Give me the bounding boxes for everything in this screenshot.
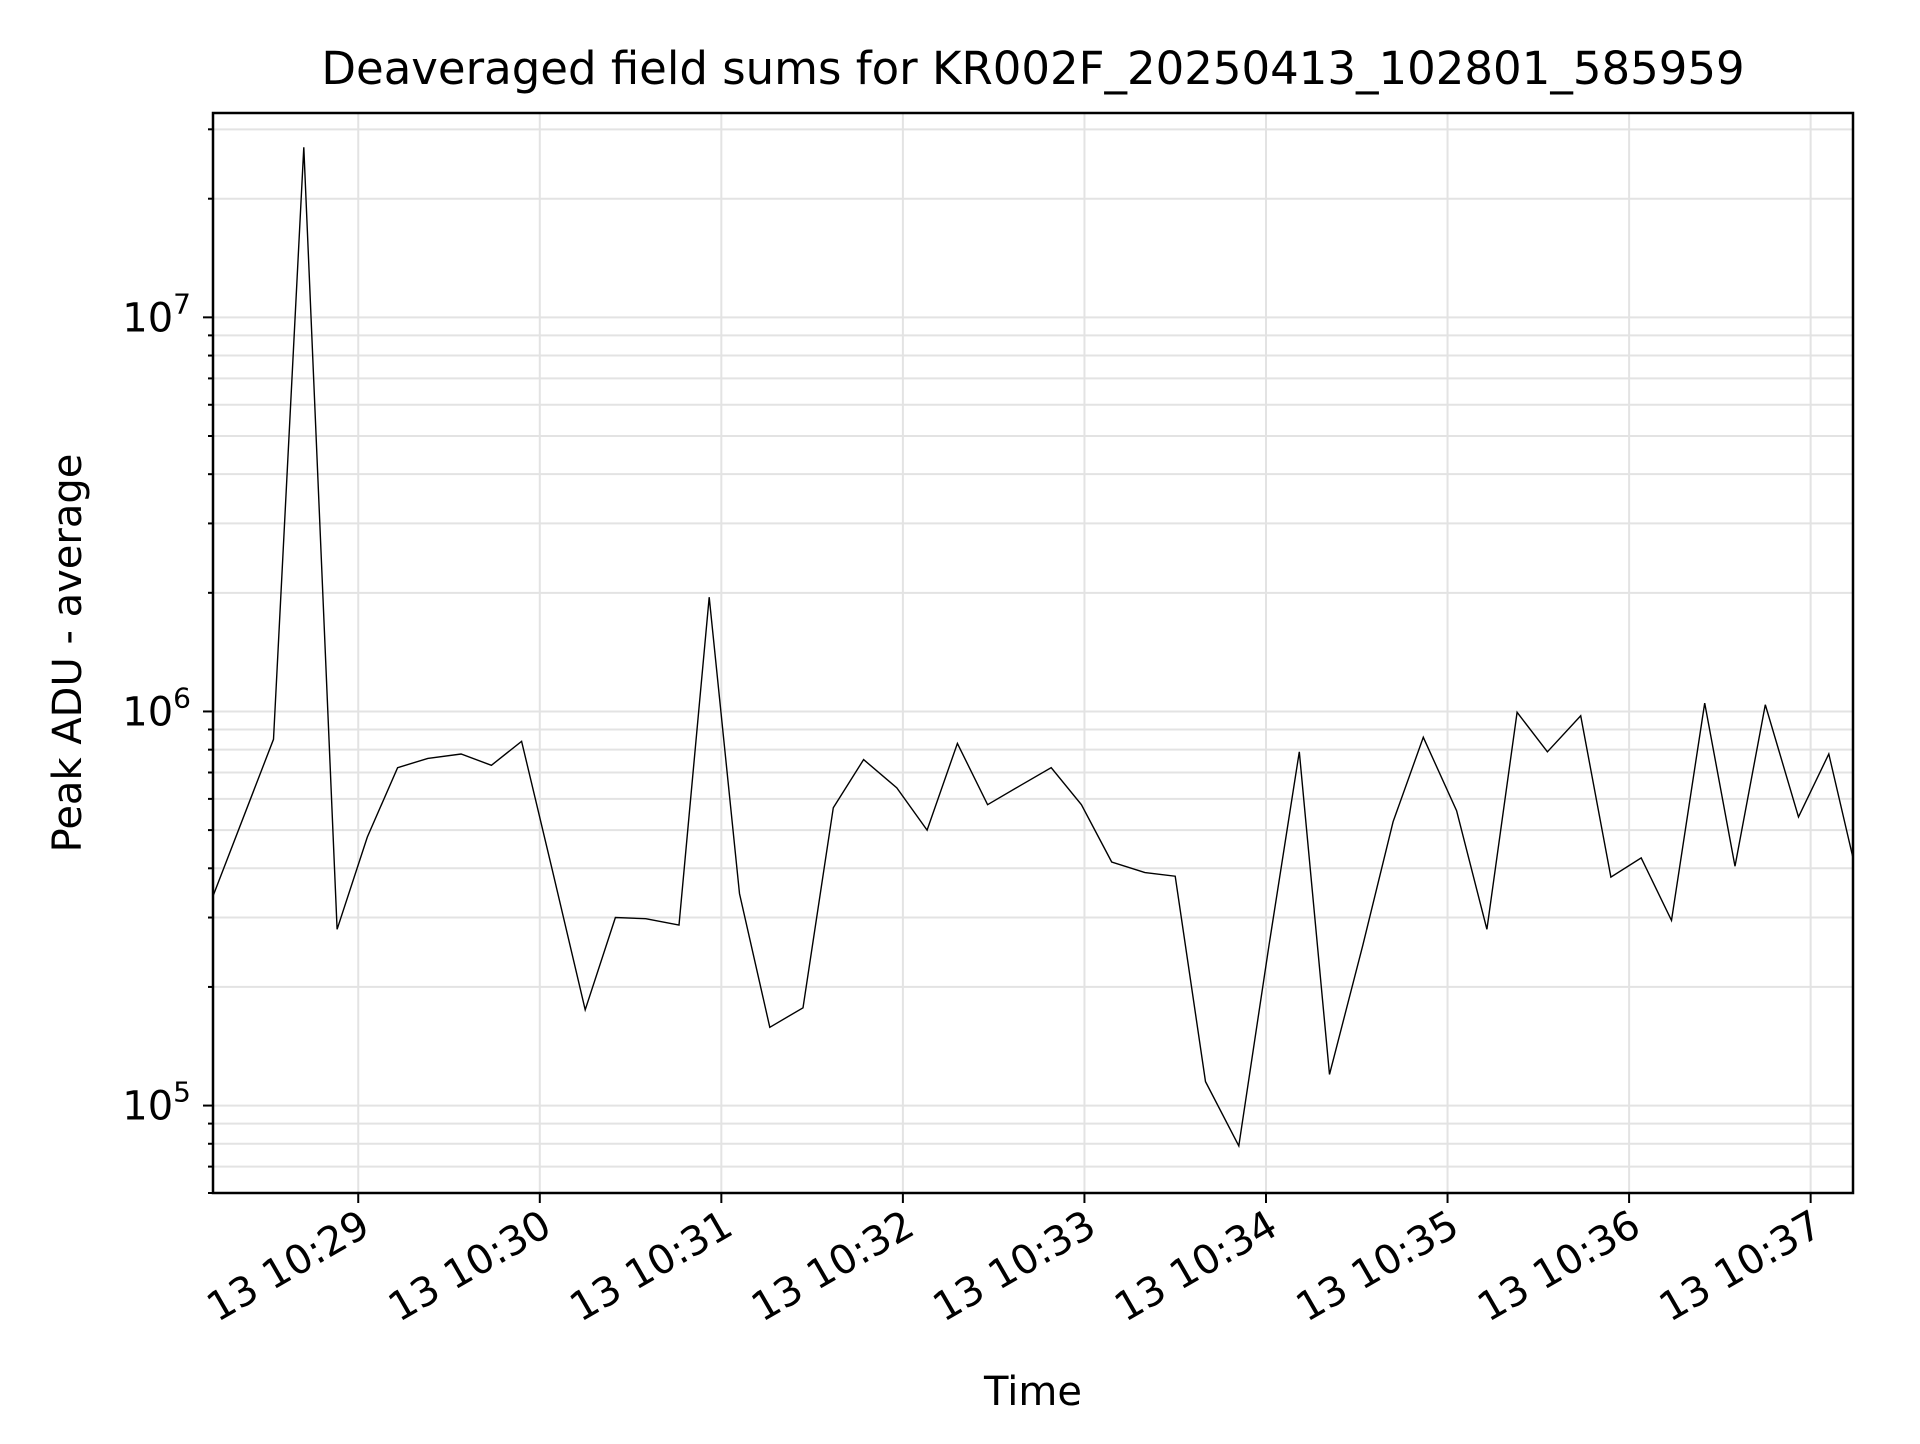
grid [213,113,1853,1194]
x-tick-label: 13 10:30 [381,1202,559,1331]
series-line [212,147,1854,1149]
x-axis-label: Time [983,1369,1082,1415]
x-axis-ticks: 13 10:29 13 10:30 13 10:31 13 10:32 13 10:33… [199,1193,1830,1331]
chart-title: Deaveraged field sums for KR002F_2025041… [321,42,1744,95]
x-tick-label: 13 10:31 [562,1202,740,1331]
series-layer [212,147,1854,1149]
plot-frame [211,111,1855,1195]
x-tick-label: 13 10:36 [1470,1202,1648,1331]
y-tick-label: 105 [122,1076,191,1130]
y-axis-label: Peak ADU - average [45,454,91,853]
x-tick-label: 13 10:33 [926,1202,1104,1331]
x-tick-label: 13 10:29 [199,1202,377,1331]
x-tick-label: 13 10:32 [744,1202,922,1331]
y-tick-label: 106 [122,681,191,735]
x-tick-label: 13 10:35 [1289,1202,1467,1331]
x-tick-label: 13 10:37 [1652,1202,1830,1331]
x-tick-label: 13 10:34 [1107,1202,1285,1331]
y-tick-label: 107 [122,287,191,341]
y-axis-ticks: 105 106 107 [122,128,213,1194]
